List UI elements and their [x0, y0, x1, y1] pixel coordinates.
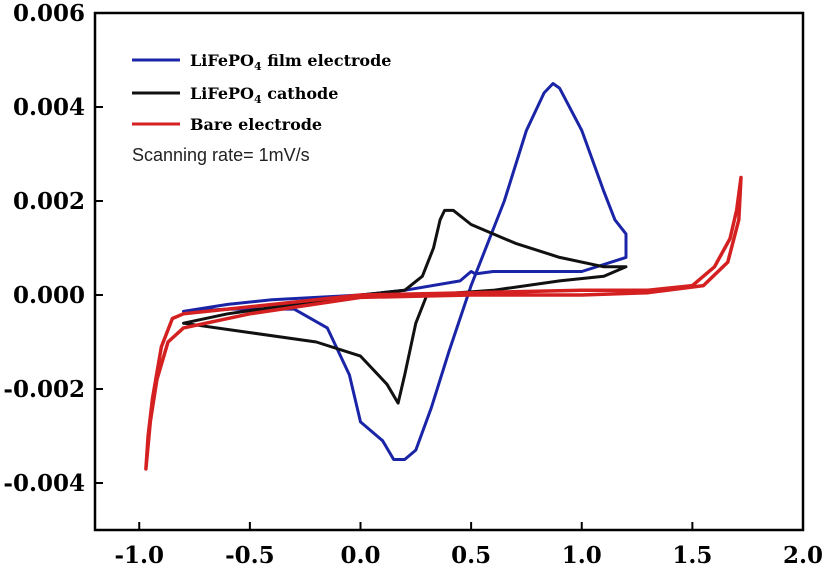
y-tick-label: 0.004 [13, 94, 85, 121]
x-tick-label: 0.0 [340, 542, 380, 569]
curve-group [144, 82, 743, 471]
x-tick-label: 2.0 [783, 542, 823, 569]
legend: LiFePO4 film electrode LiFePO4 cathode B… [132, 51, 391, 165]
x-tick-label: 1.0 [562, 542, 602, 569]
x-tick-label: -0.5 [225, 542, 275, 569]
y-tick-label: -0.004 [3, 470, 85, 497]
y-tick-label: 0.000 [13, 282, 85, 309]
x-axis: -1.0 -0.5 0.0 0.5 1.0 1.5 2.0 [114, 522, 823, 569]
plot-area: -0.004 -0.002 0.000 0.002 0.004 0.006 -1.0 -0.… [3, 0, 823, 569]
plot-frame [93, 11, 805, 532]
x-tick-label: 1.5 [672, 542, 712, 569]
film-electrode-curve [182, 82, 628, 461]
legend-label-bare: Bare electrode [190, 115, 322, 134]
y-tick-label: 0.006 [13, 0, 85, 27]
y-axis: -0.004 -0.002 0.000 0.002 0.004 0.006 [3, 0, 103, 497]
x-tick-label: 0.5 [451, 542, 491, 569]
cathode-curve [182, 208, 628, 405]
x-tick-label: -1.0 [114, 542, 164, 569]
y-tick-label: -0.002 [3, 376, 85, 403]
legend-label-film: LiFePO4 film electrode [190, 51, 391, 73]
y-tick-label: 0.002 [13, 188, 85, 215]
bare-electrode-curve [144, 175, 743, 471]
scan-rate-annotation: Scanning rate= 1mV/s [132, 145, 310, 165]
legend-label-cathode: LiFePO4 cathode [190, 84, 338, 106]
